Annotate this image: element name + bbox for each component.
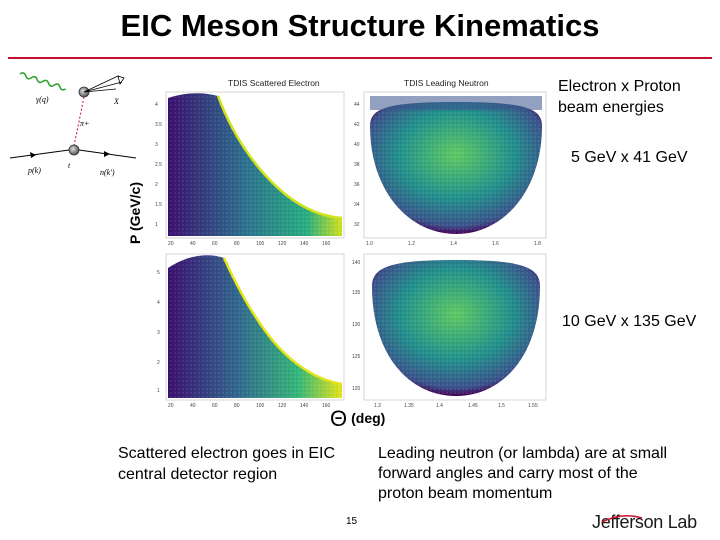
panel-title-scattered-electron: TDIS Scattered Electron [228,78,320,88]
tick-tl-x-4: 100 [256,241,265,247]
tick-tr-y-6: 32 [354,222,360,228]
tick-tr-y-2: 40 [354,142,360,148]
tick-tl-x-2: 60 [212,241,218,247]
label-pi-plus: π+ [80,119,89,128]
page-number: 15 [346,516,358,527]
tick-br-x-3: 1.45 [468,403,478,409]
tick-tl-x-6: 140 [300,241,309,247]
x-axis-label: Θ (deg) [330,406,385,432]
tick-tl-y-4: 2 [155,182,158,188]
tick-tl-y-6: 1 [155,222,158,228]
tick-bl-x-6: 140 [300,403,309,409]
tick-tr-x-1: 1.2 [408,241,415,247]
tick-tr-x-3: 1.6 [492,241,499,247]
tick-tl-y-3: 2.5 [155,162,162,168]
tick-bl-x-1: 40 [190,403,196,409]
tick-br-x-2: 1.4 [436,403,443,409]
tick-tr-y-5: 34 [354,202,360,208]
label-t: t [68,161,71,170]
tick-tl-x-5: 120 [278,241,287,247]
energy-config-1: 5 GeV x 41 GeV [571,149,688,166]
tick-br-y-2: 130 [352,322,361,328]
tick-bl-x-3: 80 [234,403,240,409]
tick-tr-x-2: 1.4 [450,241,457,247]
tick-bl-x-0: 20 [168,403,174,409]
tick-tl-x-7: 160 [322,241,331,247]
tick-br-y-4: 120 [352,386,361,392]
tick-bl-x-2: 60 [212,403,218,409]
label-x: X [113,97,120,106]
beam-energies-label: Electron x Proton beam energies [558,78,681,116]
panel-top-right: TDIS Leading Neutron 1.0 1.2 1.4 1.6 1.8… [354,78,547,247]
tick-br-x-5: 1.55 [528,403,538,409]
tick-bl-x-4: 100 [256,403,265,409]
tick-tr-y-4: 36 [354,182,360,188]
tick-tr-y-1: 42 [354,122,360,128]
tick-bl-y-3: 2 [157,360,160,366]
vertex-lower [68,144,80,156]
photon-wavy-line [19,72,67,91]
tick-bl-y-0: 5 [157,270,160,276]
tick-br-y-0: 140 [352,260,361,266]
feynman-diagram: γ(q) π+ X t p(k) n(k') [9,72,137,177]
tick-tl-y-1: 3.5 [155,122,162,128]
tick-tl-y-2: 3 [155,142,158,148]
slide-title: EIC Meson Structure Kinematics [120,8,600,43]
energy-config-2: 10 GeV x 135 GeV [562,313,697,330]
tick-tl-x-3: 80 [234,241,240,247]
theta-symbol: Θ [330,406,348,431]
label-p-k: p(k) [27,166,41,175]
label-gamma-q: γ(q) [36,95,49,104]
tick-bl-y-4: 1 [157,388,160,394]
tick-tl-y-5: 1.5 [155,202,162,208]
title-divider [8,57,712,59]
tick-br-x-1: 1.35 [404,403,414,409]
tick-tr-y-3: 38 [354,162,360,168]
arrow-head-x [117,75,125,85]
panel-title-leading-neutron: TDIS Leading Neutron [404,78,489,88]
pion-exchange-line [73,96,85,147]
tick-bl-x-5: 120 [278,403,287,409]
tick-tl-x-0: 20 [168,241,174,247]
tick-br-y-3: 125 [352,354,361,360]
tick-tr-x-4: 1.8 [534,241,541,247]
tick-tr-x-0: 1.0 [366,241,373,247]
kinematics-plots: TDIS Scattered Electron 20 40 60 80 100 … [155,78,547,409]
caption-leading-neutron: Leading neutron (or lambda) are at small… [378,445,668,502]
tick-br-y-1: 135 [352,290,361,296]
tick-br-x-4: 1.5 [498,403,505,409]
caption-scattered-electron: Scattered electron goes in EIC central d… [118,445,336,483]
x-axis-unit: (deg) [351,410,386,426]
tick-br-x-0: 1.3 [374,403,381,409]
tick-bl-x-7: 160 [322,403,331,409]
tick-tr-y-0: 44 [354,102,360,108]
tick-tl-y-0: 4 [155,102,158,108]
tick-bl-y-1: 4 [157,300,160,306]
y-axis-label: P (GeV/c) [127,182,143,244]
panel-top-left: TDIS Scattered Electron 20 40 60 80 100 … [155,78,345,247]
tick-tl-x-1: 40 [190,241,196,247]
label-n-k: n(k') [100,168,115,177]
panel-bottom-right: 1.3 1.35 1.4 1.45 1.5 1.55 140 135 130 1… [352,253,547,409]
tick-bl-y-2: 3 [157,330,160,336]
y-axis-label-wrap: P (GeV/c) [120,160,150,280]
panel-bottom-left: 20 40 60 80 100 120 140 160 5 4 3 2 1 [157,253,345,409]
logo-swoosh-icon [601,514,643,523]
